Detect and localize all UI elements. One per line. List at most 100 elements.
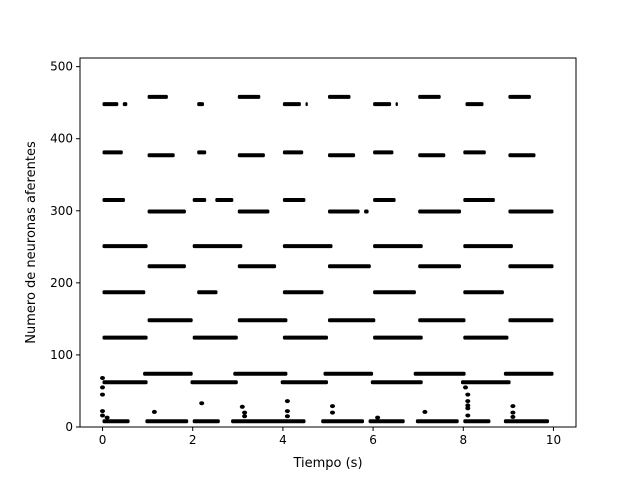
spike-band-1-0 — [147, 94, 168, 99]
spike-band-12-2 — [280, 380, 328, 385]
spike-band-0-4 — [305, 102, 308, 107]
x-axis-ticks: 0 2 4 6 8 10 — [99, 427, 561, 447]
spike-band-5-0 — [147, 209, 186, 214]
spike-point-4 — [100, 413, 105, 418]
spike-band-9-0 — [147, 318, 193, 323]
spike-band-13-7 — [463, 419, 491, 424]
x-tick-label: 10 — [546, 433, 561, 447]
spike-point-14 — [330, 404, 335, 409]
y-tick-label: 300 — [50, 204, 73, 218]
y-tick-label: 500 — [50, 60, 73, 74]
spike-band-5-2 — [328, 209, 360, 214]
spike-point-1 — [100, 385, 105, 390]
spike-point-6 — [151, 409, 157, 414]
spike-band-8-4 — [463, 290, 504, 295]
spike-band-12-1 — [190, 380, 238, 385]
spike-band-13-0 — [102, 419, 130, 424]
spike-point-16 — [375, 415, 381, 420]
spike-point-18 — [463, 385, 468, 390]
spike-band-13-1 — [145, 419, 189, 424]
spike-point-22 — [465, 406, 471, 411]
y-tick-label: 100 — [50, 348, 73, 362]
spike-point-12 — [284, 409, 290, 414]
spike-band-2-3 — [373, 150, 394, 155]
spike-band-13-2 — [192, 419, 220, 424]
spike-band-9-3 — [418, 318, 466, 323]
spike-band-1-2 — [328, 94, 351, 99]
spike-band-13-5 — [368, 419, 405, 424]
spike-band-6-3 — [373, 244, 423, 249]
spike-band-12-0 — [102, 380, 148, 385]
y-tick-label: 200 — [50, 276, 73, 290]
spike-band-11-2 — [323, 371, 374, 376]
spike-band-11-3 — [413, 371, 466, 376]
spike-point-21 — [465, 403, 471, 408]
spike-band-3-2 — [328, 153, 356, 158]
spike-band-9-4 — [508, 318, 554, 323]
spike-band-13-6 — [415, 419, 459, 424]
spike-band-0-1 — [122, 102, 128, 107]
spike-point-9 — [242, 410, 248, 415]
spike-band-9-1 — [237, 318, 288, 323]
spike-band-4-0 — [102, 198, 125, 202]
spike-band-5-5 — [508, 209, 554, 214]
spike-band-8-1 — [197, 290, 218, 295]
spike-band-2-4 — [463, 150, 486, 155]
spike-band-5-4 — [418, 209, 461, 214]
spike-band-8-3 — [373, 290, 416, 295]
spike-band-7-0 — [147, 264, 186, 269]
spike-band-5-1 — [237, 209, 270, 214]
spike-band-3-4 — [508, 153, 536, 158]
spike-point-15 — [330, 410, 335, 415]
spike-band-8-0 — [102, 290, 146, 295]
spike-point-10 — [242, 414, 248, 419]
spike-band-10-0 — [102, 335, 148, 340]
spike-band-4-1 — [192, 198, 207, 202]
spike-point-8 — [239, 404, 245, 409]
spike-band-0-2 — [197, 102, 204, 107]
spike-band-0-5 — [373, 102, 392, 107]
spike-band-10-3 — [373, 335, 423, 340]
x-tick-label: 8 — [459, 433, 467, 447]
spike-band-6-1 — [192, 244, 243, 249]
spike-band-7-2 — [328, 264, 371, 269]
spike-band-10-1 — [192, 335, 238, 340]
spike-band-6-2 — [282, 244, 333, 249]
spike-band-11-4 — [503, 371, 554, 376]
spike-point-19 — [465, 392, 471, 397]
spike-band-7-1 — [237, 264, 277, 269]
spike-point-7 — [199, 401, 205, 406]
spike-band-1-1 — [237, 94, 261, 99]
spike-band-7-4 — [508, 264, 554, 269]
spike-band-0-7 — [465, 102, 484, 107]
spike-band-1-4 — [508, 94, 531, 99]
spike-point-26 — [510, 414, 516, 419]
spike-band-13-3 — [231, 419, 306, 424]
spike-band-11-1 — [233, 371, 288, 376]
spike-point-23 — [465, 413, 471, 418]
spike-band-3-3 — [418, 153, 446, 158]
x-tick-label: 6 — [369, 433, 377, 447]
x-tick-label: 4 — [279, 433, 287, 447]
x-tick-label: 0 — [99, 433, 107, 447]
spike-band-0-0 — [102, 102, 119, 107]
y-axis-ticks: 0 100 200 300 400 500 — [50, 60, 80, 434]
spike-point-20 — [465, 399, 471, 404]
spike-band-3-1 — [237, 153, 265, 158]
spike-point-17 — [422, 409, 428, 414]
spike-band-7-3 — [418, 264, 461, 269]
spike-band-11-0 — [143, 371, 193, 376]
spike-point-24 — [510, 404, 516, 409]
spike-band-2-0 — [102, 150, 123, 155]
spike-point-0 — [100, 376, 105, 380]
spike-band-13-8 — [503, 419, 549, 424]
spike-point-11 — [284, 399, 290, 404]
plot-marks — [100, 94, 554, 424]
spike-band-4-5 — [463, 198, 495, 202]
spike-point-25 — [510, 410, 516, 415]
y-axis-label: Numero de neuronas aferentes — [24, 141, 39, 344]
plot-frame — [79, 57, 577, 428]
spike-band-4-2 — [215, 198, 234, 202]
spike-band-0-6 — [395, 102, 398, 107]
